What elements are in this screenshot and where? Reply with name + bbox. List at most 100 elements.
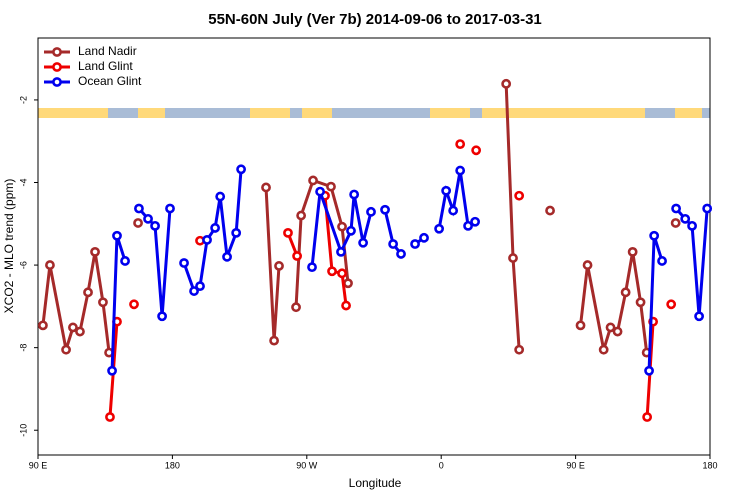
data-point — [463, 220, 473, 231]
data-point — [90, 246, 100, 257]
data-point — [326, 181, 336, 192]
data-point — [612, 326, 623, 337]
data-point — [694, 311, 704, 322]
data-point — [283, 227, 293, 238]
data-point — [410, 239, 420, 249]
data-point — [327, 266, 337, 277]
data-point — [98, 297, 108, 308]
data-point — [112, 230, 122, 241]
y-tick-label: -10 — [18, 424, 28, 437]
data-point — [308, 175, 318, 186]
data-point — [157, 311, 167, 322]
data-point — [582, 260, 593, 270]
data-point — [210, 223, 221, 233]
data-point — [107, 365, 117, 376]
legend-label: Land Glint — [78, 59, 133, 73]
data-point — [471, 145, 482, 156]
data-point — [337, 268, 347, 279]
data-point — [133, 218, 143, 228]
x-tick-label: 180 — [702, 460, 717, 470]
data-point — [455, 139, 466, 150]
data-point — [165, 203, 175, 214]
data-point — [508, 253, 518, 263]
data-point — [514, 344, 525, 355]
data-point — [358, 237, 368, 248]
legend-marker — [52, 47, 62, 57]
y-tick-label: -8 — [18, 344, 28, 352]
data-point — [341, 300, 351, 311]
data-point — [337, 221, 347, 232]
data-point — [343, 278, 353, 289]
data-point — [366, 206, 376, 217]
data-point — [687, 220, 697, 231]
data-point — [105, 412, 115, 422]
data-point — [514, 190, 525, 201]
x-axis-label: Longitude — [349, 476, 402, 490]
data-point — [336, 246, 346, 257]
data-point — [179, 258, 189, 268]
series-line — [110, 169, 709, 371]
data-point — [315, 186, 325, 197]
data-point — [222, 251, 232, 262]
data-point — [441, 185, 452, 196]
data-point — [195, 281, 205, 292]
y-tick-label: -6 — [18, 261, 28, 269]
data-point — [129, 299, 139, 310]
land-ocean-strip — [38, 108, 710, 118]
data-point — [702, 203, 713, 214]
x-tick-label: 90 E — [566, 460, 585, 470]
y-tick-label: -4 — [18, 178, 28, 186]
data-point — [670, 218, 681, 228]
data-point — [349, 189, 360, 200]
data-point — [657, 256, 667, 266]
x-tick-label: 0 — [439, 460, 444, 470]
legend-marker — [52, 62, 62, 72]
legend-label: Ocean Glint — [78, 74, 142, 88]
data-point — [189, 286, 199, 296]
data-point — [455, 165, 466, 176]
data-point — [598, 344, 609, 355]
data-point — [380, 204, 390, 215]
data-point — [215, 191, 226, 202]
data-point — [202, 234, 212, 245]
legend-marker — [52, 77, 62, 87]
x-tick-label: 90 W — [296, 460, 318, 470]
data-point — [231, 227, 242, 238]
data-point — [620, 287, 631, 298]
data-point — [649, 230, 660, 241]
plot-frame — [37, 37, 711, 456]
x-tick-label: 180 — [165, 460, 180, 470]
y-tick-label: -2 — [18, 96, 28, 104]
data-point — [396, 249, 406, 259]
data-point — [680, 213, 691, 224]
data-point — [61, 344, 71, 355]
data-point — [236, 164, 246, 175]
data-point — [635, 297, 646, 308]
data-point — [120, 256, 130, 266]
data-point — [68, 322, 78, 333]
data-point — [627, 246, 638, 257]
data-point — [38, 320, 48, 331]
data-point — [434, 223, 445, 234]
data-point — [45, 260, 55, 270]
data-point — [666, 299, 677, 310]
data-point — [269, 335, 279, 346]
data-point — [150, 220, 160, 231]
y-axis-label: XCO2 - MLO trend (ppm) — [2, 179, 16, 314]
data-point — [388, 239, 399, 249]
data-point — [296, 210, 307, 221]
data-point — [346, 225, 356, 236]
legend-label: Land Nadir — [78, 44, 137, 58]
data-point — [307, 262, 317, 273]
chart-title: 55N-60N July (Ver 7b) 2014-09-06 to 2017… — [208, 11, 542, 28]
data-point — [291, 302, 301, 313]
data-point — [470, 216, 480, 227]
data-point — [448, 205, 459, 216]
data-point — [575, 320, 586, 331]
data-point — [274, 261, 284, 271]
x-tick-label: 90 E — [29, 460, 48, 470]
data-point — [292, 251, 302, 261]
data-point — [261, 182, 271, 193]
data-point — [75, 326, 85, 337]
data-point — [134, 203, 144, 214]
